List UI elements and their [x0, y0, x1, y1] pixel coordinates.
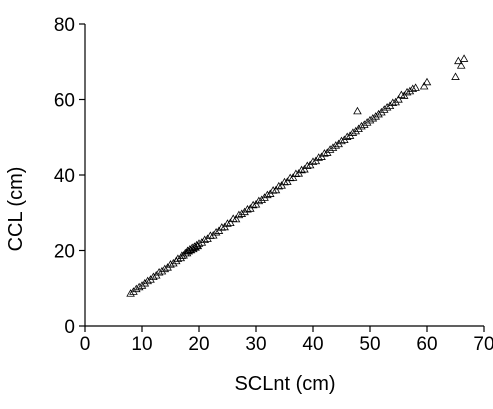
data-point [360, 120, 369, 128]
data-point [248, 200, 258, 209]
data-point [143, 276, 152, 285]
data-point [394, 95, 403, 103]
data-point [308, 157, 318, 165]
data-point [374, 109, 383, 118]
y-tick-label: 20 [54, 242, 75, 263]
data-point [211, 227, 221, 236]
data-point [288, 173, 298, 181]
data-point [297, 165, 306, 174]
x-tick-label: 60 [416, 334, 437, 355]
data-point [411, 83, 420, 91]
data-point [320, 149, 329, 157]
data-point [454, 56, 463, 65]
data-point [456, 61, 466, 69]
data-point [169, 258, 178, 267]
x-tick-label: 0 [80, 334, 91, 355]
data-point [451, 72, 460, 80]
data-point [303, 161, 312, 170]
x-tick-label: 40 [302, 334, 323, 355]
data-point [160, 264, 170, 273]
data-point [365, 115, 375, 124]
y-axis-title: CCL (cm) [5, 167, 27, 252]
data-point [362, 118, 372, 126]
data-point [283, 177, 292, 185]
y-tick-label: 0 [64, 317, 75, 338]
x-axis-title: SCLnt (cm) [234, 373, 335, 395]
data-point [354, 124, 363, 133]
x-tick-label: 10 [131, 334, 152, 355]
data-point [237, 209, 247, 217]
y-tick-label: 60 [54, 91, 75, 112]
data-point [342, 132, 352, 140]
data-point [260, 193, 269, 201]
data-point [328, 143, 338, 151]
x-tick-label: 30 [245, 334, 266, 355]
y-tick-label: 40 [54, 166, 75, 187]
data-point [271, 185, 281, 194]
data-point [422, 77, 432, 86]
data-point [348, 128, 358, 136]
x-tick-label: 70 [473, 334, 493, 355]
data-point [419, 81, 429, 90]
data-point [223, 219, 232, 227]
data-point [140, 278, 150, 287]
data-point [274, 181, 284, 190]
x-tick-label: 50 [359, 334, 380, 355]
data-point [353, 106, 362, 115]
data-point [149, 272, 158, 281]
data-point [226, 218, 235, 227]
data-point [331, 141, 341, 149]
data-point [134, 282, 144, 291]
data-point [126, 289, 135, 297]
data-point [351, 126, 361, 135]
data-point [157, 266, 167, 275]
data-point [337, 136, 346, 145]
data-point [382, 103, 392, 111]
data-point [368, 113, 378, 122]
data-point [377, 107, 386, 116]
data-point [200, 235, 209, 244]
data-point [197, 238, 207, 246]
y-tick-label: 80 [54, 15, 75, 36]
data-point [243, 204, 252, 213]
data-point [325, 145, 335, 153]
data-point [459, 54, 469, 62]
chart-axes: 0 10 20 30 40 50 60 70 0 20 40 60 80 [54, 15, 493, 355]
data-point [357, 121, 366, 130]
data-point [129, 287, 138, 295]
data-point [257, 195, 266, 204]
data-point [314, 153, 323, 161]
data-point [231, 214, 241, 223]
data-point [137, 281, 147, 289]
data-point [379, 105, 389, 113]
data-point [371, 112, 380, 120]
data-point [391, 97, 400, 106]
chart-points [126, 54, 469, 297]
x-tick-label: 20 [188, 334, 209, 355]
data-point [146, 275, 155, 283]
data-point [408, 84, 418, 93]
data-point [263, 190, 272, 199]
data-point [194, 239, 204, 247]
